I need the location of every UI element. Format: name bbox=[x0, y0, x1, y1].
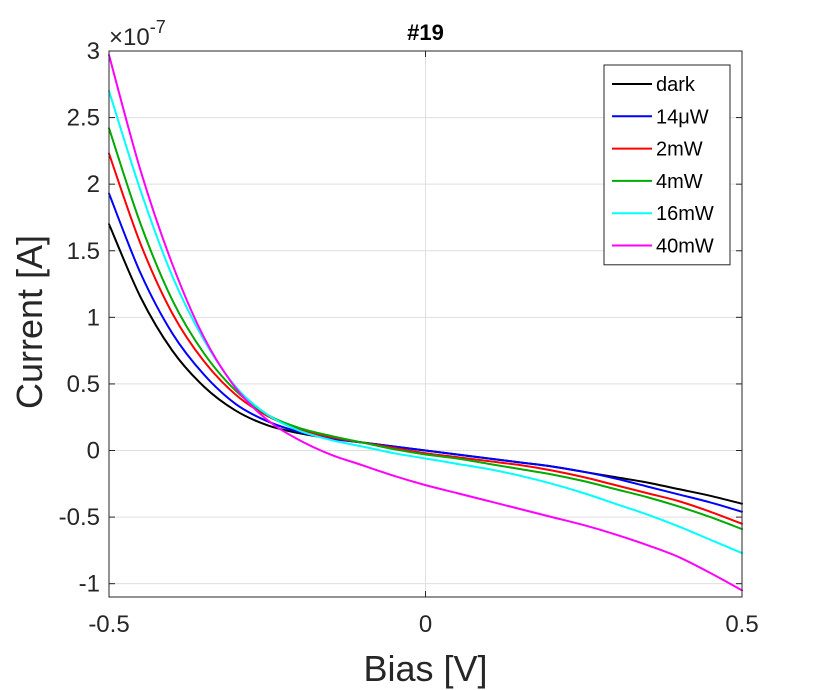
legend-label-5: 40mW bbox=[656, 236, 714, 258]
y-tick-label: -1 bbox=[79, 571, 100, 598]
y-tick-label: 2 bbox=[87, 171, 100, 198]
chart-title: #19 bbox=[407, 20, 444, 45]
y-exponent-label: ×10-7 bbox=[109, 17, 166, 51]
legend-label-0: dark bbox=[656, 74, 696, 96]
legend-label-4: 16mW bbox=[656, 203, 714, 225]
series-line-2 bbox=[108, 152, 743, 525]
legend-label-3: 4mW bbox=[656, 171, 703, 193]
x-axis-label: Bias [V] bbox=[363, 648, 487, 689]
legend-label-2: 2mW bbox=[656, 139, 703, 161]
y-tick-label: 1.5 bbox=[67, 238, 100, 265]
y-axis-label: Current [A] bbox=[9, 235, 50, 409]
series-line-1 bbox=[108, 192, 743, 513]
series-lines bbox=[108, 54, 743, 592]
legend-box bbox=[603, 64, 731, 266]
axis-ticks: -0.5 0 0.5 -1 -0.5 0 0.5 1 1.5 2 2.5 3 bbox=[59, 38, 759, 638]
axis-labels: #19 Bias [V] Current [A] ×10-7 bbox=[9, 17, 488, 689]
series-line-5 bbox=[108, 54, 743, 592]
x-tick-label: 0.5 bbox=[725, 611, 758, 638]
series-line-3 bbox=[108, 127, 743, 531]
x-tick-label: 0 bbox=[419, 611, 432, 638]
y-tick-label: -0.5 bbox=[59, 504, 100, 531]
x-tick-label: -0.5 bbox=[88, 611, 129, 638]
legend-label-1: 14μW bbox=[656, 106, 709, 128]
y-tick-label: 0.5 bbox=[67, 371, 100, 398]
y-tick-label: 2.5 bbox=[67, 105, 100, 132]
series-line-4 bbox=[108, 89, 743, 555]
y-tick-label: 0 bbox=[87, 438, 100, 465]
y-tick-label: 1 bbox=[87, 304, 100, 331]
legend: dark 14μW 2mW 4mW 16mW 40mW bbox=[603, 64, 731, 266]
y-tick-label: 3 bbox=[87, 38, 100, 65]
